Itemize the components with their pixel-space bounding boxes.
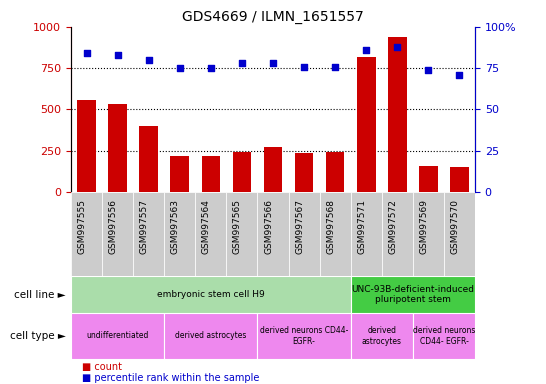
Point (175, 65, 184, 71)
Point (269, 60, 277, 66)
Bar (170, 156, 189, 192)
Text: embryonic stem cell H9: embryonic stem cell H9 (157, 290, 265, 299)
Text: GSM997566: GSM997566 (264, 199, 273, 254)
Text: cell line ►: cell line ► (14, 290, 66, 300)
Bar (326, 152, 345, 192)
Bar (450, 167, 469, 192)
Point (424, 67, 433, 73)
Bar (413, 313, 475, 359)
Bar (195, 192, 227, 276)
Point (455, 72, 464, 78)
Bar (201, 156, 220, 192)
Text: GSM997557: GSM997557 (140, 199, 149, 254)
Bar (388, 37, 407, 192)
Point (113, 52, 122, 58)
Bar (295, 153, 313, 192)
Text: GSM997570: GSM997570 (450, 199, 460, 254)
Bar (264, 147, 282, 192)
Point (331, 63, 340, 70)
Text: GSM997555: GSM997555 (78, 199, 86, 254)
Point (300, 63, 308, 70)
Text: GSM997556: GSM997556 (109, 199, 117, 254)
Text: GSM997564: GSM997564 (202, 199, 211, 254)
Text: derived
astrocytes: derived astrocytes (362, 326, 402, 346)
Text: GSM997568: GSM997568 (326, 199, 335, 254)
Text: GSM997572: GSM997572 (388, 199, 397, 254)
Bar (288, 192, 319, 276)
Bar (71, 313, 164, 359)
Title: GDS4669 / ILMN_1651557: GDS4669 / ILMN_1651557 (182, 10, 364, 25)
Bar (319, 192, 351, 276)
Text: derived neurons CD44-
EGFR-: derived neurons CD44- EGFR- (260, 326, 348, 346)
Bar (227, 192, 258, 276)
Text: derived neurons
CD44- EGFR-: derived neurons CD44- EGFR- (413, 326, 475, 346)
Text: GSM997571: GSM997571 (357, 199, 366, 254)
Bar (351, 313, 413, 359)
Point (82, 50, 91, 56)
Bar (102, 192, 133, 276)
Bar (351, 276, 475, 313)
Text: ■ count: ■ count (82, 362, 122, 372)
Bar (164, 313, 258, 359)
Bar (357, 56, 376, 192)
Bar (139, 126, 158, 192)
Text: GSM997563: GSM997563 (171, 199, 180, 254)
Bar (133, 192, 164, 276)
Bar (351, 192, 382, 276)
Bar (233, 152, 251, 192)
Bar (71, 276, 351, 313)
Bar (419, 166, 438, 192)
Point (362, 47, 371, 53)
Text: ■ percentile rank within the sample: ■ percentile rank within the sample (82, 373, 259, 383)
Bar (413, 192, 444, 276)
Text: GSM997569: GSM997569 (419, 199, 429, 254)
Bar (77, 99, 96, 192)
Text: GSM997565: GSM997565 (233, 199, 242, 254)
Point (238, 60, 246, 66)
Bar (71, 192, 102, 276)
Bar (108, 104, 127, 192)
Point (144, 57, 153, 63)
Text: undifferentiated: undifferentiated (86, 331, 149, 341)
Text: cell type ►: cell type ► (10, 331, 66, 341)
Bar (164, 192, 195, 276)
Text: GSM997567: GSM997567 (295, 199, 304, 254)
Text: derived astrocytes: derived astrocytes (175, 331, 247, 341)
Point (206, 65, 215, 71)
Text: UNC-93B-deficient-induced
pluripotent stem: UNC-93B-deficient-induced pluripotent st… (352, 285, 474, 305)
Point (393, 44, 402, 50)
Bar (258, 192, 288, 276)
Bar (258, 313, 351, 359)
Bar (382, 192, 413, 276)
Bar (444, 192, 475, 276)
